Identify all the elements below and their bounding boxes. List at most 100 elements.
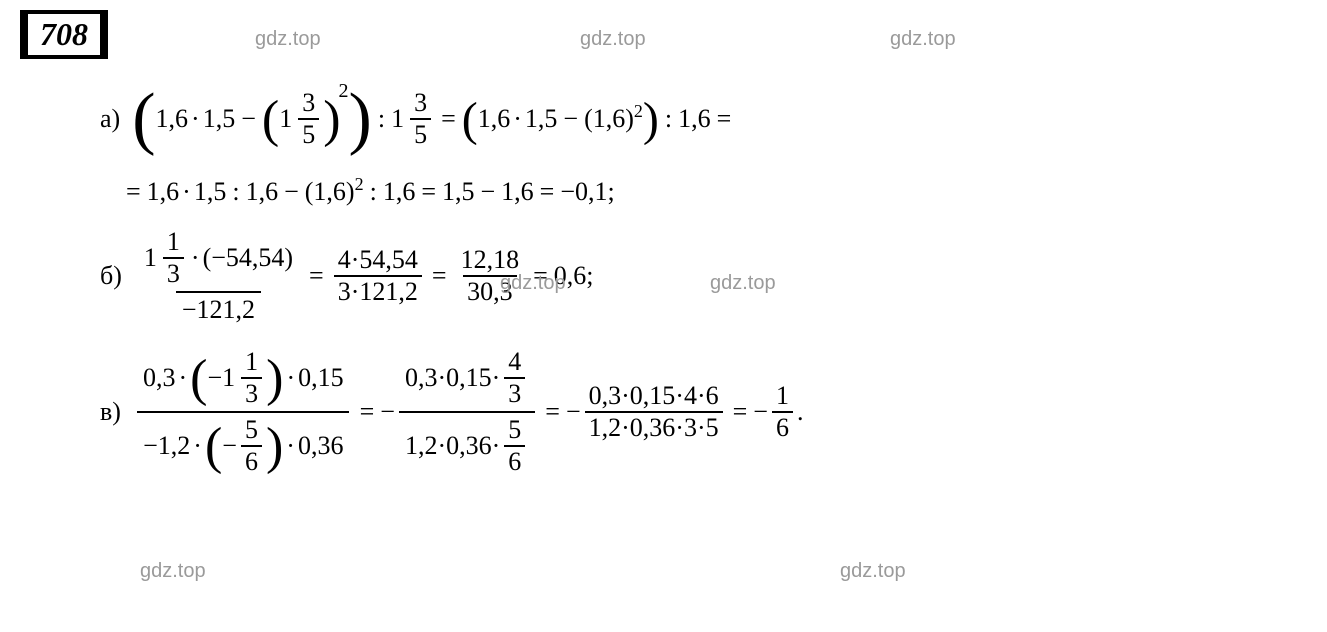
rp: ) <box>266 349 283 408</box>
lp: ( <box>190 349 207 408</box>
minus: − <box>241 104 256 134</box>
exp: 2 <box>339 80 349 103</box>
part-a-line2: = 1,6 · 1,5 : 1,6 − (1,6) 2 : 1,6 = 1,5 … <box>120 177 1307 207</box>
mult: · <box>513 104 522 134</box>
mult: · <box>191 104 200 134</box>
a2-d: (1,6) <box>305 177 355 207</box>
b-f1-num: 1 1 3 · (−54,54) <box>138 225 299 291</box>
watermark: gdz.top <box>255 28 321 51</box>
mixed-d: 5 <box>298 118 319 150</box>
c-mw: −1 <box>207 363 235 393</box>
rparen-outer: ) <box>349 79 372 159</box>
lparen-r: ( <box>462 92 478 147</box>
a2-g: 1,6 <box>501 177 534 207</box>
neg: − <box>566 397 581 427</box>
c-r4n: 1 <box>772 381 793 411</box>
c-r2n1: 0,3·0,15· <box>405 363 500 393</box>
b-f3n: 12,18 <box>457 245 524 275</box>
mult: · <box>193 431 202 461</box>
watermark: gdz.top <box>710 272 776 295</box>
a-r3: (1,6) <box>584 104 634 134</box>
b-mixed: 1 1 3 <box>144 227 188 289</box>
eq: = <box>432 261 447 291</box>
label-a: а) <box>100 104 120 134</box>
mixed-2: 1 3 5 <box>391 88 435 150</box>
problem-number: 708 <box>28 14 100 55</box>
lparen-outer: ( <box>132 79 155 159</box>
eq2: = <box>717 104 732 134</box>
problem-number-box: 708 <box>20 10 108 59</box>
b-frac2: 4·54,54 3·121,2 <box>334 245 422 307</box>
a2-f: 1,5 <box>442 177 475 207</box>
mixed-n: 3 <box>298 88 319 118</box>
watermark: gdz.top <box>580 28 646 51</box>
rexp: 2 <box>634 101 643 122</box>
mult: · <box>191 243 200 273</box>
c-r2nd: 3 <box>504 377 525 409</box>
b-f1-den: −121,2 <box>176 291 261 327</box>
c-r4d: 6 <box>772 411 793 443</box>
c-df: 5 6 <box>241 415 262 477</box>
c-mix: −1 1 3 <box>207 347 266 409</box>
c-frac3: 0,3·0,15·4·6 1,2·0,36·3·5 <box>585 381 723 443</box>
part-a-line1: а) ( 1,6 · 1,5 − ( 1 3 5 ) 2 ) : 1 3 5 =… <box>100 79 1307 159</box>
lparen-inner: ( <box>262 90 279 149</box>
eq: = <box>421 177 436 207</box>
c-r3d: 1,2·0,36·3·5 <box>585 411 723 443</box>
eq: = <box>733 397 748 427</box>
c-r2f: 4 3 <box>504 347 525 409</box>
b-mf: 1 3 <box>163 227 184 289</box>
c-frac2: 0,3·0,15· 4 3 1,2·0,36· 5 6 <box>399 345 535 479</box>
b-nm: (−54,54) <box>203 243 293 273</box>
mixed2-w: 1 <box>391 104 404 134</box>
a2-c: 1,6 <box>246 177 279 207</box>
eq: = <box>545 397 560 427</box>
c-n1: 0,3 <box>143 363 176 393</box>
c-r2dn: 5 <box>504 415 525 445</box>
div: : <box>665 104 672 134</box>
c-d3: 0,36 <box>298 431 344 461</box>
rp: ) <box>266 417 283 476</box>
mixed-frac: 3 5 <box>298 88 319 150</box>
c-dn: 5 <box>241 415 262 445</box>
minus: − <box>480 177 495 207</box>
mixed-1: 1 3 5 <box>279 88 323 150</box>
c-frac1: 0,3 · ( −1 1 3 ) · 0,15 −1,2 · ( − 5 6 ) <box>137 345 350 479</box>
b-f2n: 4·54,54 <box>334 245 422 275</box>
b-f2d: 3·121,2 <box>334 275 422 307</box>
lp: ( <box>205 417 222 476</box>
b-mw: 1 <box>144 243 157 273</box>
watermark: gdz.top <box>890 28 956 51</box>
c-r2dd: 6 <box>504 445 525 477</box>
mult: · <box>182 177 191 207</box>
div: : <box>370 177 377 207</box>
eq: = <box>126 177 141 207</box>
a-r4: 1,6 <box>678 104 711 134</box>
minus: − <box>563 104 578 134</box>
a2-res: −0,1; <box>560 177 614 207</box>
a-l1-t1: 1,6 <box>156 104 189 134</box>
c-n3: 0,15 <box>298 363 344 393</box>
a-r1: 1,6 <box>478 104 511 134</box>
a2-a: 1,6 <box>147 177 180 207</box>
eq: = <box>360 397 375 427</box>
mixed2-frac: 3 5 <box>410 88 431 150</box>
rparen-r: ) <box>643 92 659 147</box>
c-dneg: − <box>222 431 237 461</box>
c-mf: 1 3 <box>241 347 262 409</box>
c-r3n: 0,3·0,15·4·6 <box>585 381 723 411</box>
minus: − <box>284 177 299 207</box>
c-d1: −1,2 <box>143 431 190 461</box>
c-frac4: 1 6 <box>772 381 793 443</box>
mixed-w: 1 <box>279 104 292 134</box>
final-dot: . <box>797 397 804 427</box>
c-f1-num: 0,3 · ( −1 1 3 ) · 0,15 <box>137 345 350 411</box>
watermark: gdz.top <box>500 272 566 295</box>
mult: · <box>286 431 295 461</box>
c-dd: 6 <box>241 445 262 477</box>
c-r2nn: 4 <box>504 347 525 377</box>
a2-b: 1,5 <box>194 177 227 207</box>
eq1: = <box>441 104 456 134</box>
neg: − <box>753 397 768 427</box>
c-md: 3 <box>241 377 262 409</box>
